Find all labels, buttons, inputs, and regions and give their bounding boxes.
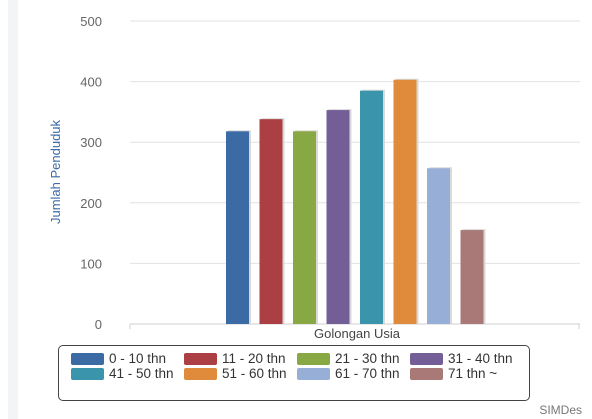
legend-label: 11 - 20 thn (222, 351, 286, 366)
bar-6[interactable] (393, 79, 417, 324)
legend-swatch (297, 352, 330, 365)
x-axis-label: Golongan Usia (314, 326, 401, 341)
legend-item[interactable]: 11 - 20 thn (184, 351, 297, 366)
bar-5[interactable] (360, 90, 383, 324)
legend-swatch (184, 367, 217, 380)
legend-label: 21 - 30 thn (335, 351, 400, 366)
bar-1[interactable] (226, 131, 249, 324)
y-tick-label: 0 (95, 317, 102, 332)
legend-label: 51 - 60 thn (222, 366, 287, 381)
legend-item[interactable]: 41 - 50 thn (71, 366, 184, 381)
bar-3[interactable] (293, 131, 316, 324)
y-tick-label: 300 (80, 135, 102, 150)
y-axis-label: Jumlah Penduduk (48, 119, 63, 224)
legend-item[interactable]: 51 - 60 thn (184, 366, 297, 381)
legend-label: 41 - 50 thn (109, 366, 174, 381)
legend-item[interactable]: 71 thn ~ (410, 366, 523, 381)
y-tick-label: 200 (80, 196, 102, 211)
legend-swatch (410, 352, 443, 365)
legend-swatch (297, 367, 330, 380)
bar-2[interactable] (259, 119, 283, 324)
watermark: SIMDes (539, 403, 582, 417)
y-tick-label: 500 (80, 14, 102, 29)
bar-chart: 0 100 200 300 400 500 Jumlah Penduduk Golonga… (48, 14, 580, 341)
y-tick-label: 100 (80, 256, 102, 271)
legend-swatch (71, 352, 104, 365)
legend-label: 71 thn ~ (448, 366, 498, 381)
y-tick-label: 400 (80, 75, 102, 90)
left-border-strip (8, 0, 18, 419)
legend-swatch (410, 367, 443, 380)
legend-swatch (71, 367, 104, 380)
bar-4[interactable] (326, 110, 350, 324)
bars (226, 78, 486, 324)
bar-8[interactable] (460, 230, 484, 324)
gridlines (129, 20, 580, 329)
y-axis-ticks: 0 100 200 300 400 500 (80, 14, 102, 332)
legend-item[interactable]: 31 - 40 thn (410, 351, 523, 366)
legend-label: 61 - 70 thn (335, 366, 400, 381)
legend: 0 - 10 thn 11 - 20 thn 21 - 30 thn 31 - 40 … (58, 345, 530, 401)
legend-swatch (184, 352, 217, 365)
legend-label: 0 - 10 thn (109, 351, 167, 366)
legend-item[interactable]: 61 - 70 thn (297, 366, 410, 381)
legend-item[interactable]: 21 - 30 thn (297, 351, 410, 366)
legend-item[interactable]: 0 - 10 thn (71, 351, 184, 366)
bar-7[interactable] (427, 168, 450, 324)
legend-label: 31 - 40 thn (448, 351, 513, 366)
